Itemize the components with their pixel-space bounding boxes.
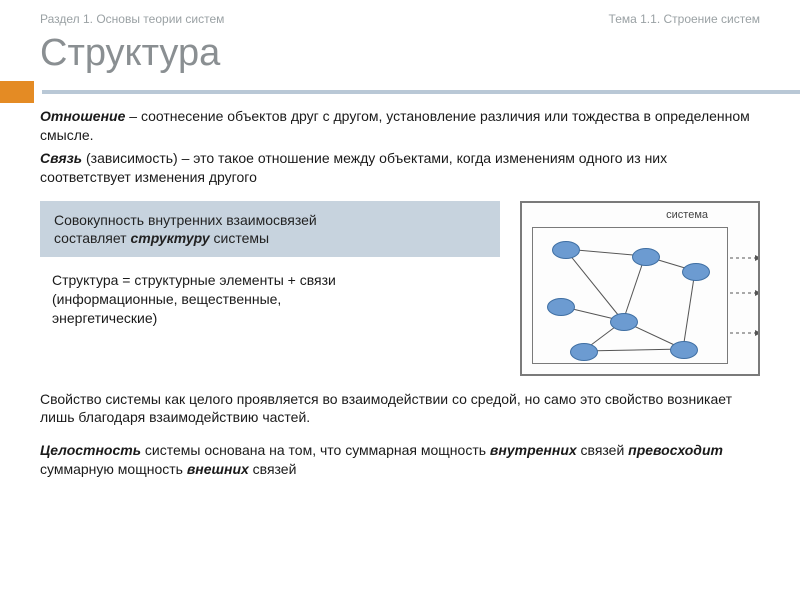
- accent-block: [0, 81, 34, 103]
- diagram-node: [670, 341, 698, 359]
- diagram-node: [570, 343, 598, 361]
- callout-line1: Совокупность внутренних взаимосвязей: [54, 212, 317, 228]
- formula: Структура = структурные элементы + связи…: [40, 271, 500, 328]
- diagram-node: [610, 313, 638, 331]
- integrity-w2: внутренних: [490, 442, 577, 458]
- breadcrumb-right: Тема 1.1. Строение систем: [609, 12, 760, 26]
- formula-line3: энергетические): [52, 310, 157, 326]
- diagram-node: [632, 248, 660, 266]
- definition-relation: Отношение – соотнесение объектов друг с …: [40, 107, 760, 145]
- integrity-t4: связей: [249, 461, 297, 477]
- breadcrumb-left: Раздел 1. Основы теории систем: [40, 12, 224, 26]
- diagram-label: система: [666, 209, 708, 221]
- formula-line2: (информационные, вещественные,: [52, 291, 281, 307]
- diagram-node: [682, 263, 710, 281]
- callout-line2a: составляет: [54, 230, 130, 246]
- middle-row: Совокупность внутренних взаимосвязей сос…: [40, 201, 760, 376]
- integrity-w4: внешних: [187, 461, 249, 477]
- integrity-t1: системы основана на том, что суммарная м…: [141, 442, 490, 458]
- formula-line1: Структура = структурные элементы + связи: [52, 272, 336, 288]
- integrity-text: Целостность системы основана на том, что…: [40, 441, 760, 479]
- accent-rule: [40, 81, 760, 93]
- callout-term: структуру: [130, 230, 209, 246]
- callout-line2c: системы: [210, 230, 269, 246]
- breadcrumb: Раздел 1. Основы теории систем Тема 1.1.…: [0, 0, 800, 26]
- property-text: Свойство системы как целого проявляется …: [40, 390, 760, 428]
- slide: Раздел 1. Основы теории систем Тема 1.1.…: [0, 0, 800, 600]
- term-relation: Отношение: [40, 108, 125, 124]
- integrity-w3: превосходит: [628, 442, 723, 458]
- integrity-t3: суммарную мощность: [40, 461, 187, 477]
- term-connection: Связь: [40, 150, 82, 166]
- paren-connection: (зависимость): [82, 150, 178, 166]
- integrity-w1: Целостность: [40, 442, 141, 458]
- middle-left: Совокупность внутренних взаимосвязей сос…: [40, 201, 500, 328]
- diagram-node: [547, 298, 575, 316]
- page-title: Структура: [40, 32, 760, 75]
- definition-connection: Связь (зависимость) – это такое отношени…: [40, 149, 760, 187]
- accent-line: [42, 90, 800, 94]
- text-relation: – соотнесение объектов друг с другом, ус…: [40, 108, 750, 143]
- content: Отношение – соотнесение объектов друг с …: [0, 93, 800, 479]
- integrity-t2: связей: [577, 442, 629, 458]
- diagram-node: [552, 241, 580, 259]
- title-row: Структура: [0, 32, 800, 93]
- system-diagram: система: [520, 201, 760, 376]
- callout-structure: Совокупность внутренних взаимосвязей сос…: [40, 201, 500, 257]
